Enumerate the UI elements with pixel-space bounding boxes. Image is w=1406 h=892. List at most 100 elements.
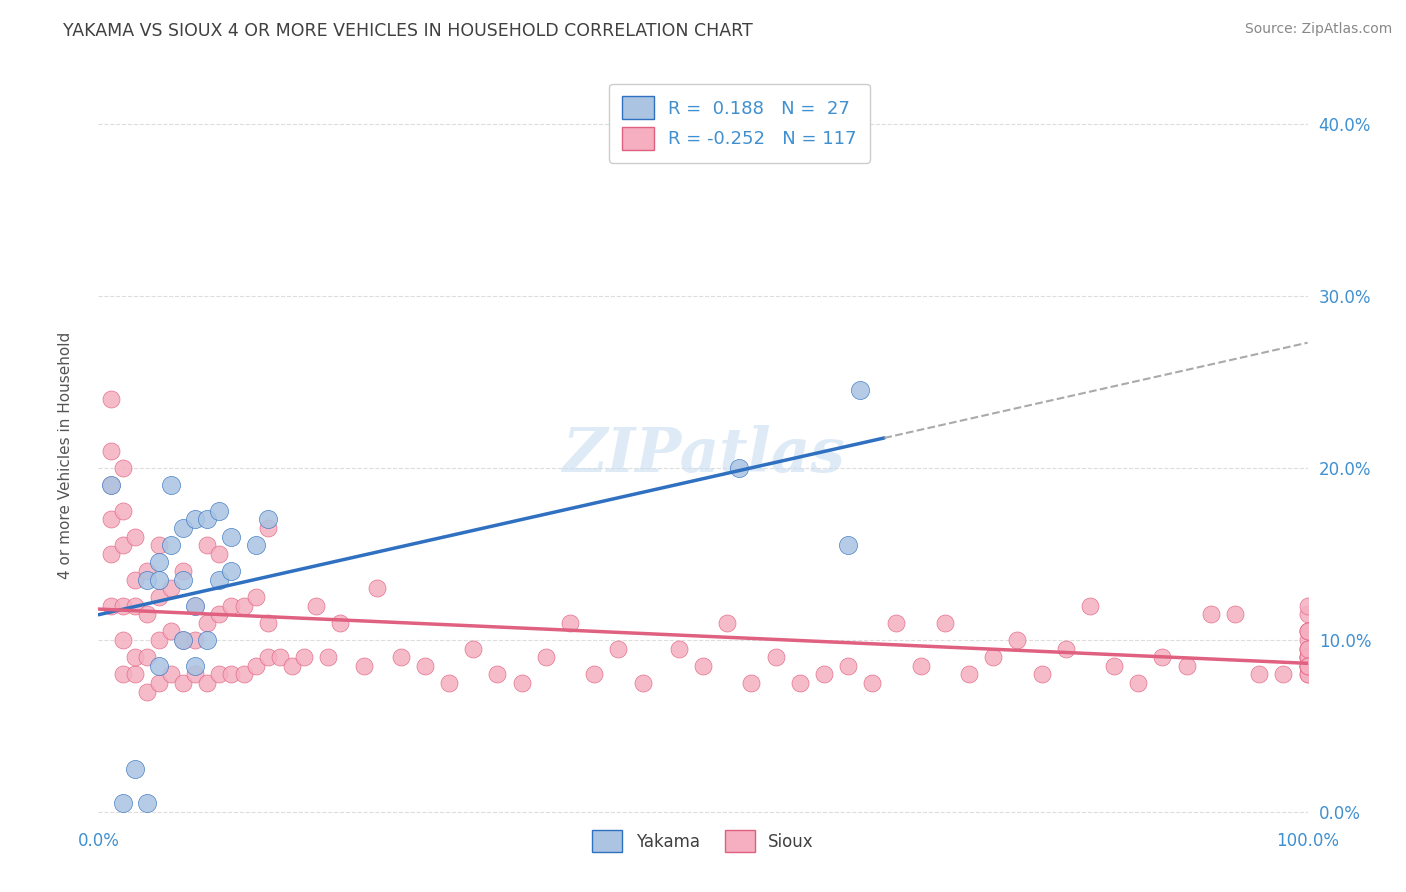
Point	[292, 650, 315, 665]
Point	[208, 504, 231, 518]
Point	[1296, 658, 1319, 673]
Point	[740, 676, 762, 690]
Point	[558, 615, 581, 630]
Point	[1199, 607, 1222, 621]
Point	[1296, 624, 1319, 639]
Point	[1272, 667, 1295, 681]
Point	[160, 624, 183, 639]
Point	[353, 658, 375, 673]
Point	[100, 599, 122, 613]
Point	[534, 650, 557, 665]
Point	[221, 530, 243, 544]
Point	[208, 667, 231, 681]
Point	[124, 599, 146, 613]
Point	[1152, 650, 1174, 665]
Point	[172, 521, 194, 535]
Point	[100, 392, 122, 406]
Point	[160, 582, 183, 596]
Point	[1054, 641, 1077, 656]
Point	[245, 590, 267, 604]
Point	[124, 573, 146, 587]
Point	[256, 521, 278, 535]
Point	[256, 650, 278, 665]
Point	[172, 573, 194, 587]
Point	[305, 599, 328, 613]
Point	[1296, 607, 1319, 621]
Point	[111, 460, 134, 475]
Point	[583, 667, 606, 681]
Point	[135, 650, 157, 665]
Point	[1296, 641, 1319, 656]
Text: ZIPatlas: ZIPatlas	[561, 425, 845, 485]
Point	[100, 478, 122, 492]
Point	[837, 538, 859, 552]
Point	[1296, 650, 1319, 665]
Point	[389, 650, 412, 665]
Point	[221, 599, 243, 613]
Point	[160, 538, 183, 552]
Point	[1296, 667, 1319, 681]
Point	[221, 564, 243, 578]
Point	[510, 676, 533, 690]
Point	[1031, 667, 1053, 681]
Point	[837, 658, 859, 673]
Point	[135, 564, 157, 578]
Point	[184, 632, 207, 647]
Point	[208, 607, 231, 621]
Point	[934, 615, 956, 630]
Point	[437, 676, 460, 690]
Point	[124, 762, 146, 776]
Point	[172, 564, 194, 578]
Point	[172, 676, 194, 690]
Point	[135, 797, 157, 811]
Point	[1296, 632, 1319, 647]
Point	[111, 632, 134, 647]
Point	[1296, 650, 1319, 665]
Point	[256, 615, 278, 630]
Point	[245, 658, 267, 673]
Point	[111, 599, 134, 613]
Point	[245, 538, 267, 552]
Point	[1078, 599, 1101, 613]
Point	[1296, 641, 1319, 656]
Point	[221, 667, 243, 681]
Point	[1296, 650, 1319, 665]
Point	[413, 658, 436, 673]
Point	[111, 538, 134, 552]
Point	[1296, 624, 1319, 639]
Point	[184, 667, 207, 681]
Point	[195, 632, 218, 647]
Point	[765, 650, 787, 665]
Point	[886, 615, 908, 630]
Y-axis label: 4 or more Vehicles in Household: 4 or more Vehicles in Household	[59, 331, 73, 579]
Point	[208, 573, 231, 587]
Point	[1128, 676, 1150, 690]
Point	[172, 632, 194, 647]
Point	[184, 599, 207, 613]
Text: YAKAMA VS SIOUX 4 OR MORE VEHICLES IN HOUSEHOLD CORRELATION CHART: YAKAMA VS SIOUX 4 OR MORE VEHICLES IN HO…	[63, 22, 754, 40]
Point	[195, 512, 218, 526]
Point	[135, 607, 157, 621]
Point	[160, 667, 183, 681]
Point	[172, 632, 194, 647]
Point	[813, 667, 835, 681]
Point	[184, 599, 207, 613]
Point	[184, 658, 207, 673]
Point	[910, 658, 932, 673]
Point	[329, 615, 352, 630]
Point	[195, 676, 218, 690]
Point	[124, 650, 146, 665]
Point	[269, 650, 291, 665]
Point	[1296, 667, 1319, 681]
Point	[256, 512, 278, 526]
Point	[195, 538, 218, 552]
Point	[208, 547, 231, 561]
Point	[281, 658, 304, 673]
Point	[232, 667, 254, 681]
Point	[111, 667, 134, 681]
Point	[160, 478, 183, 492]
Point	[1296, 641, 1319, 656]
Point	[100, 512, 122, 526]
Point	[316, 650, 339, 665]
Point	[148, 538, 170, 552]
